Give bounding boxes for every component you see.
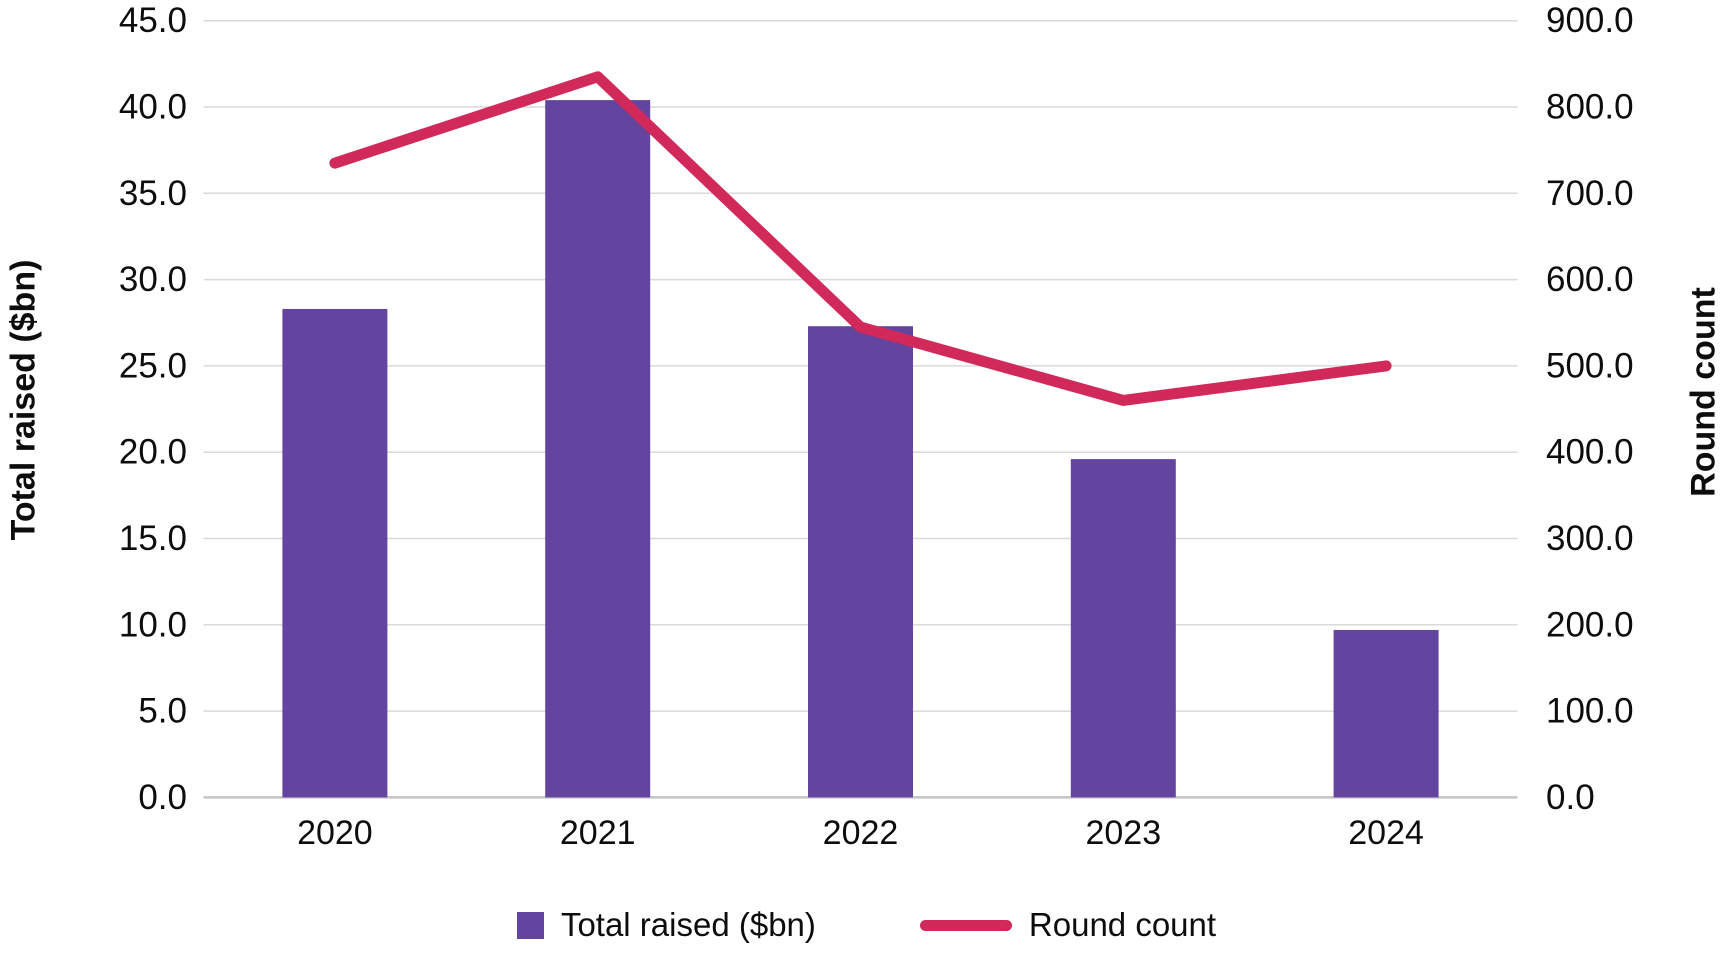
legend: Total raised ($bn) Round count [0, 906, 1733, 944]
right-axis-tick: 600.0 [1546, 260, 1634, 299]
legend-item-total-raised: Total raised ($bn) [516, 906, 816, 944]
bar-2021 [545, 100, 651, 798]
bar-2022 [808, 326, 913, 798]
left-axis-tick: 0.0 [138, 778, 187, 817]
left-axis-tick: 35.0 [119, 174, 187, 213]
right-axis-tick: 0.0 [1546, 778, 1595, 817]
right-axis-tick: 100.0 [1546, 692, 1634, 731]
right-axis-tick: 200.0 [1546, 605, 1634, 644]
right-axis-tick: 900.0 [1546, 1, 1634, 40]
left-axis-tick: 5.0 [138, 692, 187, 731]
legend-label-total-raised: Total raised ($bn) [560, 906, 816, 943]
left-axis-tick: 25.0 [119, 346, 187, 385]
left-axis-tick: 20.0 [119, 433, 187, 472]
legend-label-round-count: Round count [1028, 906, 1217, 943]
left-axis-tick: 45.0 [119, 1, 187, 40]
bar-2024 [1333, 629, 1439, 798]
left-axis-tick: 10.0 [119, 605, 187, 644]
round-count-line [329, 71, 1392, 406]
right-axis-tick: 700.0 [1546, 174, 1634, 213]
line-series-swatch-icon [919, 919, 1012, 931]
left-axis-tick: 15.0 [119, 519, 187, 558]
x-axis-label-2023: 2023 [1085, 814, 1161, 852]
right-axis-tick: 500.0 [1546, 346, 1634, 385]
bar-2020 [282, 308, 388, 798]
x-axis-label-2024: 2024 [1348, 814, 1424, 852]
bar-2023 [1070, 459, 1176, 798]
bar-series-swatch-icon [516, 911, 544, 939]
right-axis-tick: 400.0 [1546, 433, 1634, 472]
right-axis-tick: 300.0 [1546, 519, 1634, 558]
left-axis-tick: 30.0 [119, 260, 187, 299]
x-axis-label-2020: 2020 [297, 814, 373, 852]
left-axis-tick: 40.0 [119, 88, 187, 127]
x-axis-label-2022: 2022 [823, 814, 899, 852]
right-axis-tick: 800.0 [1546, 88, 1634, 127]
legend-item-round-count: Round count [919, 906, 1217, 944]
x-axis-label-2021: 2021 [560, 814, 636, 852]
